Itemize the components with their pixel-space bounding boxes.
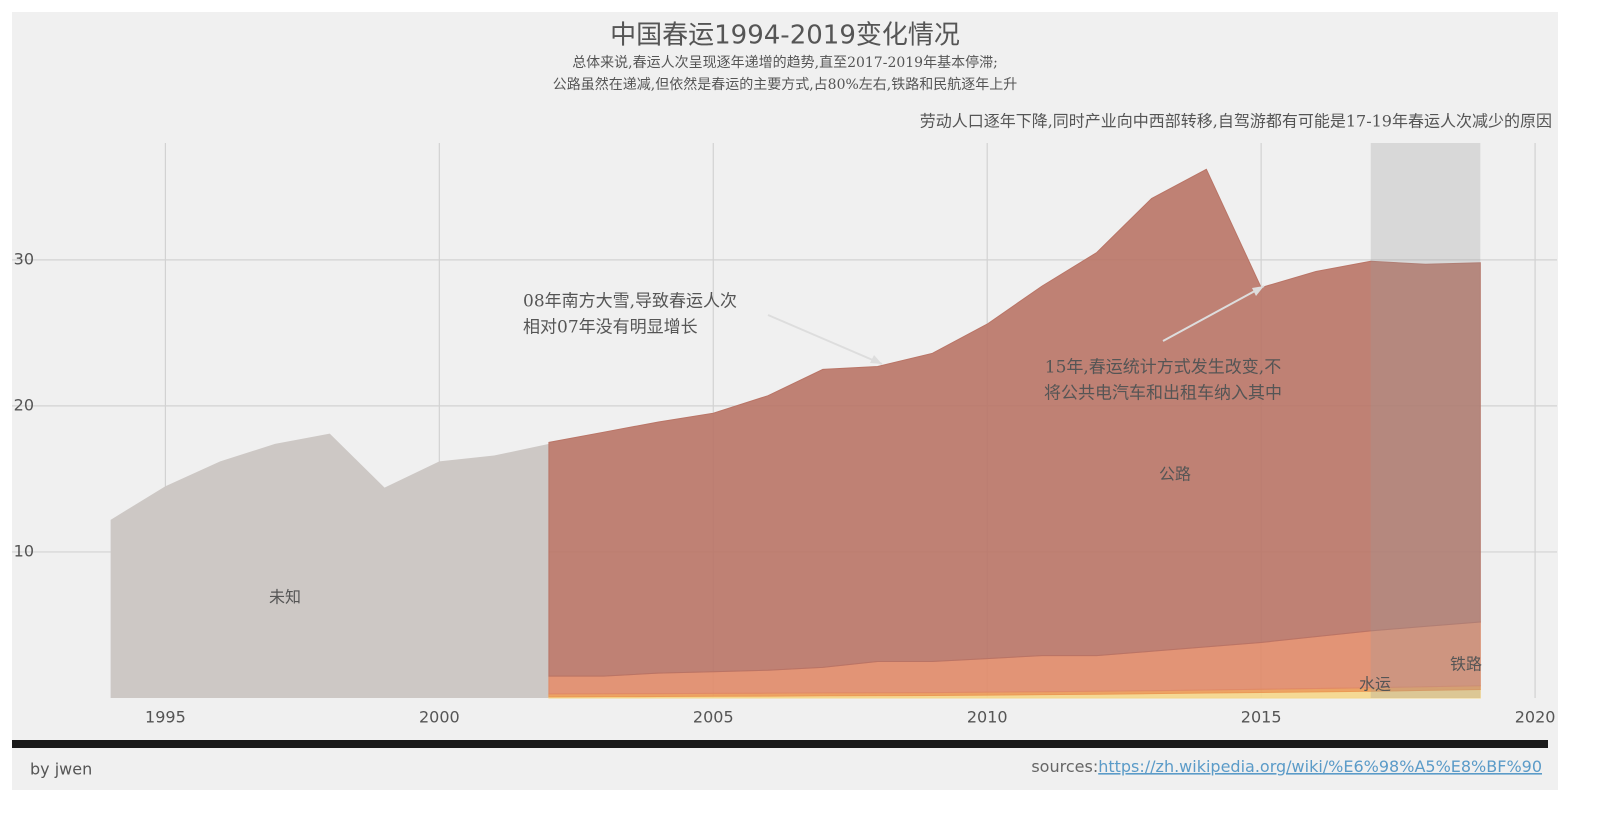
annotation: 相对07年没有明显增长 — [523, 318, 698, 338]
annotation-arrow — [767, 314, 883, 365]
source-label: sources: — [1031, 757, 1098, 776]
y-tick-label: 30 — [14, 249, 34, 268]
x-tick-label: 2005 — [693, 708, 734, 727]
divider — [12, 740, 1548, 748]
x-tick-label: 2010 — [967, 708, 1008, 727]
source: sources:https://zh.wikipedia.org/wiki/%E… — [1031, 757, 1542, 776]
series-label: 水运 — [1359, 675, 1391, 694]
x-tick-label: 2020 — [1515, 708, 1556, 727]
annotation: 15年,春运统计方式发生改变,不 — [1045, 358, 1281, 378]
area — [110, 433, 549, 698]
series-label: 未知 — [269, 588, 301, 607]
highlight-band — [1370, 143, 1481, 698]
annotation: 08年南方大雪,导致春运人次 — [523, 292, 737, 312]
x-tick-label: 1995 — [145, 708, 186, 727]
source-link[interactable]: https://zh.wikipedia.org/wiki/%E6%98%A5%… — [1098, 757, 1542, 776]
chart-title: 中国春运1994-2019变化情况 — [610, 21, 960, 51]
series-label: 铁路 — [1450, 655, 1482, 674]
y-tick-label: 20 — [14, 395, 34, 414]
y-tick-label: 10 — [14, 541, 34, 560]
arrow-head — [1252, 286, 1264, 296]
subtitle: 总体来说,春运人次呈现逐年递增的趋势,直至2017-2019年基本停滞; — [572, 54, 998, 71]
note: 劳动人口逐年下降,同时产业向中西部转移,自驾游都有可能是17-19年春运人次减少… — [920, 112, 1552, 131]
subtitle: 公路虽然在递减,但依然是春运的主要方式,占80%左右,铁路和民航逐年上升 — [553, 76, 1017, 93]
arrow-head — [870, 355, 882, 364]
annotation-arrow — [1162, 285, 1265, 342]
author: by jwen — [30, 760, 92, 779]
x-tick-label: 2000 — [419, 708, 460, 727]
annotation: 将公共电汽车和出租车纳入其中 — [1044, 384, 1282, 404]
series-label: 公路 — [1159, 465, 1191, 484]
x-tick-label: 2015 — [1241, 708, 1282, 727]
